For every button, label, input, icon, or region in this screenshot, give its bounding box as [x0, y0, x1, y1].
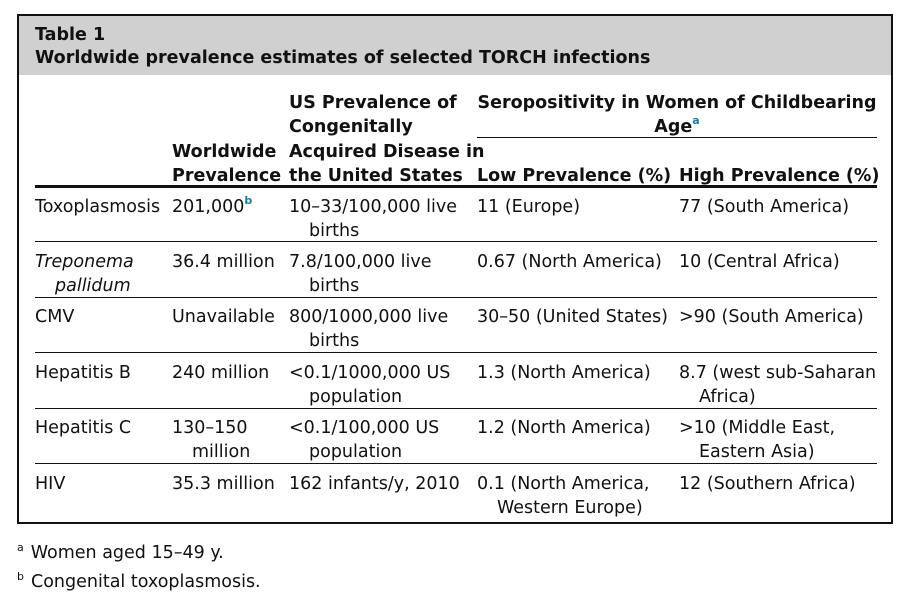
row-low: 11 (Europe) — [477, 197, 581, 217]
footnote-a: a Women aged 15–49 y. — [17, 541, 224, 563]
row-high-1: >10 (Middle East, — [679, 418, 836, 438]
header-sero-2: Agea — [654, 114, 700, 137]
row-divider — [35, 408, 877, 409]
row-high-2: Eastern Asia) — [699, 442, 815, 462]
row-high-2: Africa) — [699, 387, 756, 407]
table-caption: Table 1 Worldwide prevalence estimates o… — [19, 16, 891, 75]
header-low: Low Prevalence (%) — [477, 166, 672, 186]
row-divider — [35, 241, 877, 242]
row-high-1: 8.7 (west sub-Saharan — [679, 363, 877, 383]
row-high: >90 (South America) — [679, 307, 864, 327]
header-us-1: US Prevalence of — [289, 93, 457, 113]
row-us: 162 infants/y, 2010 — [289, 474, 460, 494]
row-us-1: 7.8/100,000 live — [289, 252, 432, 272]
footnote-b-link[interactable]: b — [244, 194, 253, 208]
row-low: 1.2 (North America) — [477, 418, 651, 438]
header-rule — [35, 185, 877, 188]
header-us-3: Acquired Disease in — [289, 142, 485, 162]
row-us-1: <0.1/1000,000 US — [289, 363, 451, 383]
row-high: 77 (South America) — [679, 197, 850, 217]
row-worldwide: Unavailable — [172, 307, 275, 327]
row-name-1: Treponema — [35, 252, 134, 272]
group-rule — [477, 137, 877, 138]
row-divider — [35, 463, 877, 464]
row-name-2: pallidum — [55, 276, 131, 296]
row-us-2: population — [309, 387, 403, 407]
row-low: 0.67 (North America) — [477, 252, 662, 272]
row-name: Hepatitis B — [35, 363, 131, 383]
row-name: HIV — [35, 474, 66, 494]
row-us-1: <0.1/100,000 US — [289, 418, 440, 438]
footnote-a-link[interactable]: a — [692, 114, 700, 128]
row-us-2: population — [309, 442, 403, 462]
row-divider — [35, 297, 877, 298]
row-low: 30–50 (United States) — [477, 307, 669, 327]
row-name: Hepatitis C — [35, 418, 132, 438]
row-high: 12 (Southern Africa) — [679, 474, 856, 494]
row-low: 1.3 (North America) — [477, 363, 651, 383]
row-worldwide: 201,000b — [172, 194, 253, 217]
footnote-b: b Congenital toxoplasmosis. — [17, 569, 261, 592]
table-footnotes: a Women aged 15–49 y. b Congenital toxopla… — [17, 536, 261, 594]
row-worldwide: 35.3 million — [172, 474, 275, 494]
row-worldwide: 36.4 million — [172, 252, 275, 272]
header-us-2: Congenitally — [289, 117, 413, 137]
row-low-2: Western Europe) — [497, 498, 643, 518]
row-name: Toxoplasmosis — [35, 197, 161, 217]
header-high: High Prevalence (%) — [679, 166, 880, 186]
row-us-2: births — [309, 276, 360, 296]
header-us-4: the United States — [289, 166, 463, 186]
header-worldwide-1: Worldwide — [172, 142, 277, 162]
row-worldwide: 240 million — [172, 363, 270, 383]
table: Table 1 Worldwide prevalence estimates o… — [17, 14, 893, 524]
table-label: Table 1 — [35, 25, 106, 45]
row-worldwide-1: 130–150 — [172, 418, 248, 438]
row-name: CMV — [35, 307, 75, 327]
row-us-2: births — [309, 221, 360, 241]
table-title: Worldwide prevalence estimates of select… — [35, 48, 651, 68]
row-low-1: 0.1 (North America, — [477, 474, 650, 494]
row-us-2: births — [309, 331, 360, 351]
row-worldwide-2: million — [192, 442, 251, 462]
row-divider — [35, 352, 877, 353]
row-high: 10 (Central Africa) — [679, 252, 840, 272]
header-sero-1: Seropositivity in Women of Childbearing — [477, 93, 877, 113]
row-us-1: 800/1000,000 live — [289, 307, 449, 327]
row-us-1: 10–33/100,000 live — [289, 197, 457, 217]
header-worldwide-2: Prevalence — [172, 166, 282, 186]
